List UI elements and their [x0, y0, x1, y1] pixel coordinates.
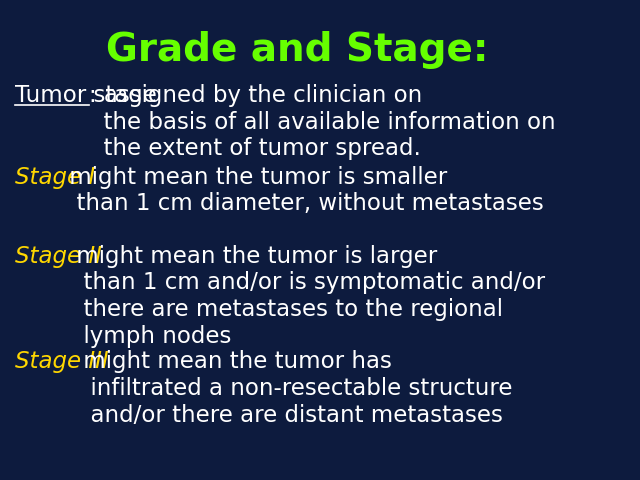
Text: might mean the tumor is larger
  than 1 cm and/or is symptomatic and/or
  there : might mean the tumor is larger than 1 cm… [69, 245, 545, 348]
Text: Grade and Stage:: Grade and Stage: [106, 31, 489, 69]
Text: might mean the tumor has
  infiltrated a non-resectable structure
  and/or there: might mean the tumor has infiltrated a n… [76, 350, 512, 427]
Text: Stage I: Stage I [15, 166, 95, 189]
Text: : assigned by the clinician on
  the basis of all available information on
  the: : assigned by the clinician on the basis… [89, 84, 556, 160]
Text: might mean the tumor is smaller
  than 1 cm diameter, without metastases: might mean the tumor is smaller than 1 c… [62, 166, 544, 215]
Text: Tumor stage: Tumor stage [15, 84, 157, 107]
Text: Stage II: Stage II [15, 245, 102, 268]
Text: Stage III: Stage III [15, 350, 109, 373]
